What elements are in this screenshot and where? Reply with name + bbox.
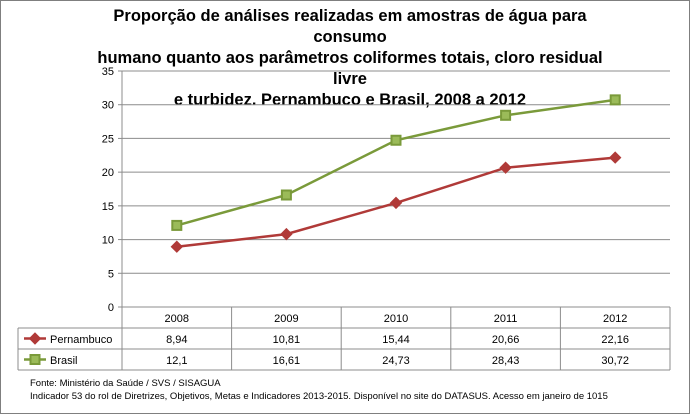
data-point-brasil <box>171 219 183 231</box>
table-value-pernambuco: 15,44 <box>382 334 410 346</box>
title-line-1: Proporção de análises realizadas em amos… <box>113 7 587 46</box>
y-tick-label: 15 <box>102 201 114 213</box>
legend-label-brasil: Brasil <box>50 355 78 367</box>
y-tick-label: 5 <box>108 268 114 280</box>
table-value-pernambuco: 20,66 <box>492 334 520 346</box>
data-point-pernambuco <box>499 161 512 174</box>
y-tick-label: 10 <box>102 235 114 247</box>
table-value-brasil: 16,61 <box>273 355 301 367</box>
y-tick-label: 35 <box>102 66 114 78</box>
legend-label-pernambuco: Pernambuco <box>50 334 112 346</box>
x-category-label: 2008 <box>165 313 189 325</box>
title-line-2: humano quanto aos parâmetros coliformes … <box>97 49 603 88</box>
data-point-pernambuco <box>170 240 184 253</box>
source-note: Fonte: Ministério da Saúde / SVS / SISAG… <box>30 378 221 389</box>
data-point-pernambuco <box>280 227 293 241</box>
table-value-pernambuco: 10,81 <box>273 334 301 346</box>
table-value-brasil: 12,1 <box>166 355 187 367</box>
footer: Fonte: Ministério da Saúde / SVS / SISAG… <box>30 377 608 403</box>
x-category-label: 2010 <box>384 313 408 325</box>
y-tick-label: 25 <box>102 133 114 145</box>
data-point-brasil <box>500 109 512 121</box>
table-value-pernambuco: 22,16 <box>601 334 629 346</box>
table-value-brasil: 24,73 <box>382 355 410 367</box>
x-category-label: 2009 <box>274 313 298 325</box>
data-point-brasil <box>390 134 402 146</box>
data-point-brasil <box>280 189 292 201</box>
data-point-pernambuco <box>389 196 403 210</box>
y-tick-label: 0 <box>108 302 114 314</box>
x-category-label: 2012 <box>603 313 627 325</box>
indicator-note: Indicador 53 do rol de Diretrizes, Objet… <box>30 391 608 402</box>
legend-marker-pernambuco <box>28 332 42 345</box>
y-tick-label: 30 <box>102 100 114 112</box>
x-category-label: 2011 <box>494 313 518 325</box>
table-value-brasil: 30,72 <box>601 355 629 367</box>
data-point-brasil <box>609 94 621 106</box>
table-value-pernambuco: 8,94 <box>166 334 187 346</box>
legend-marker-brasil <box>29 354 41 365</box>
table-value-brasil: 28,43 <box>492 355 520 367</box>
y-tick-label: 20 <box>102 167 114 179</box>
data-point-pernambuco <box>608 151 622 164</box>
